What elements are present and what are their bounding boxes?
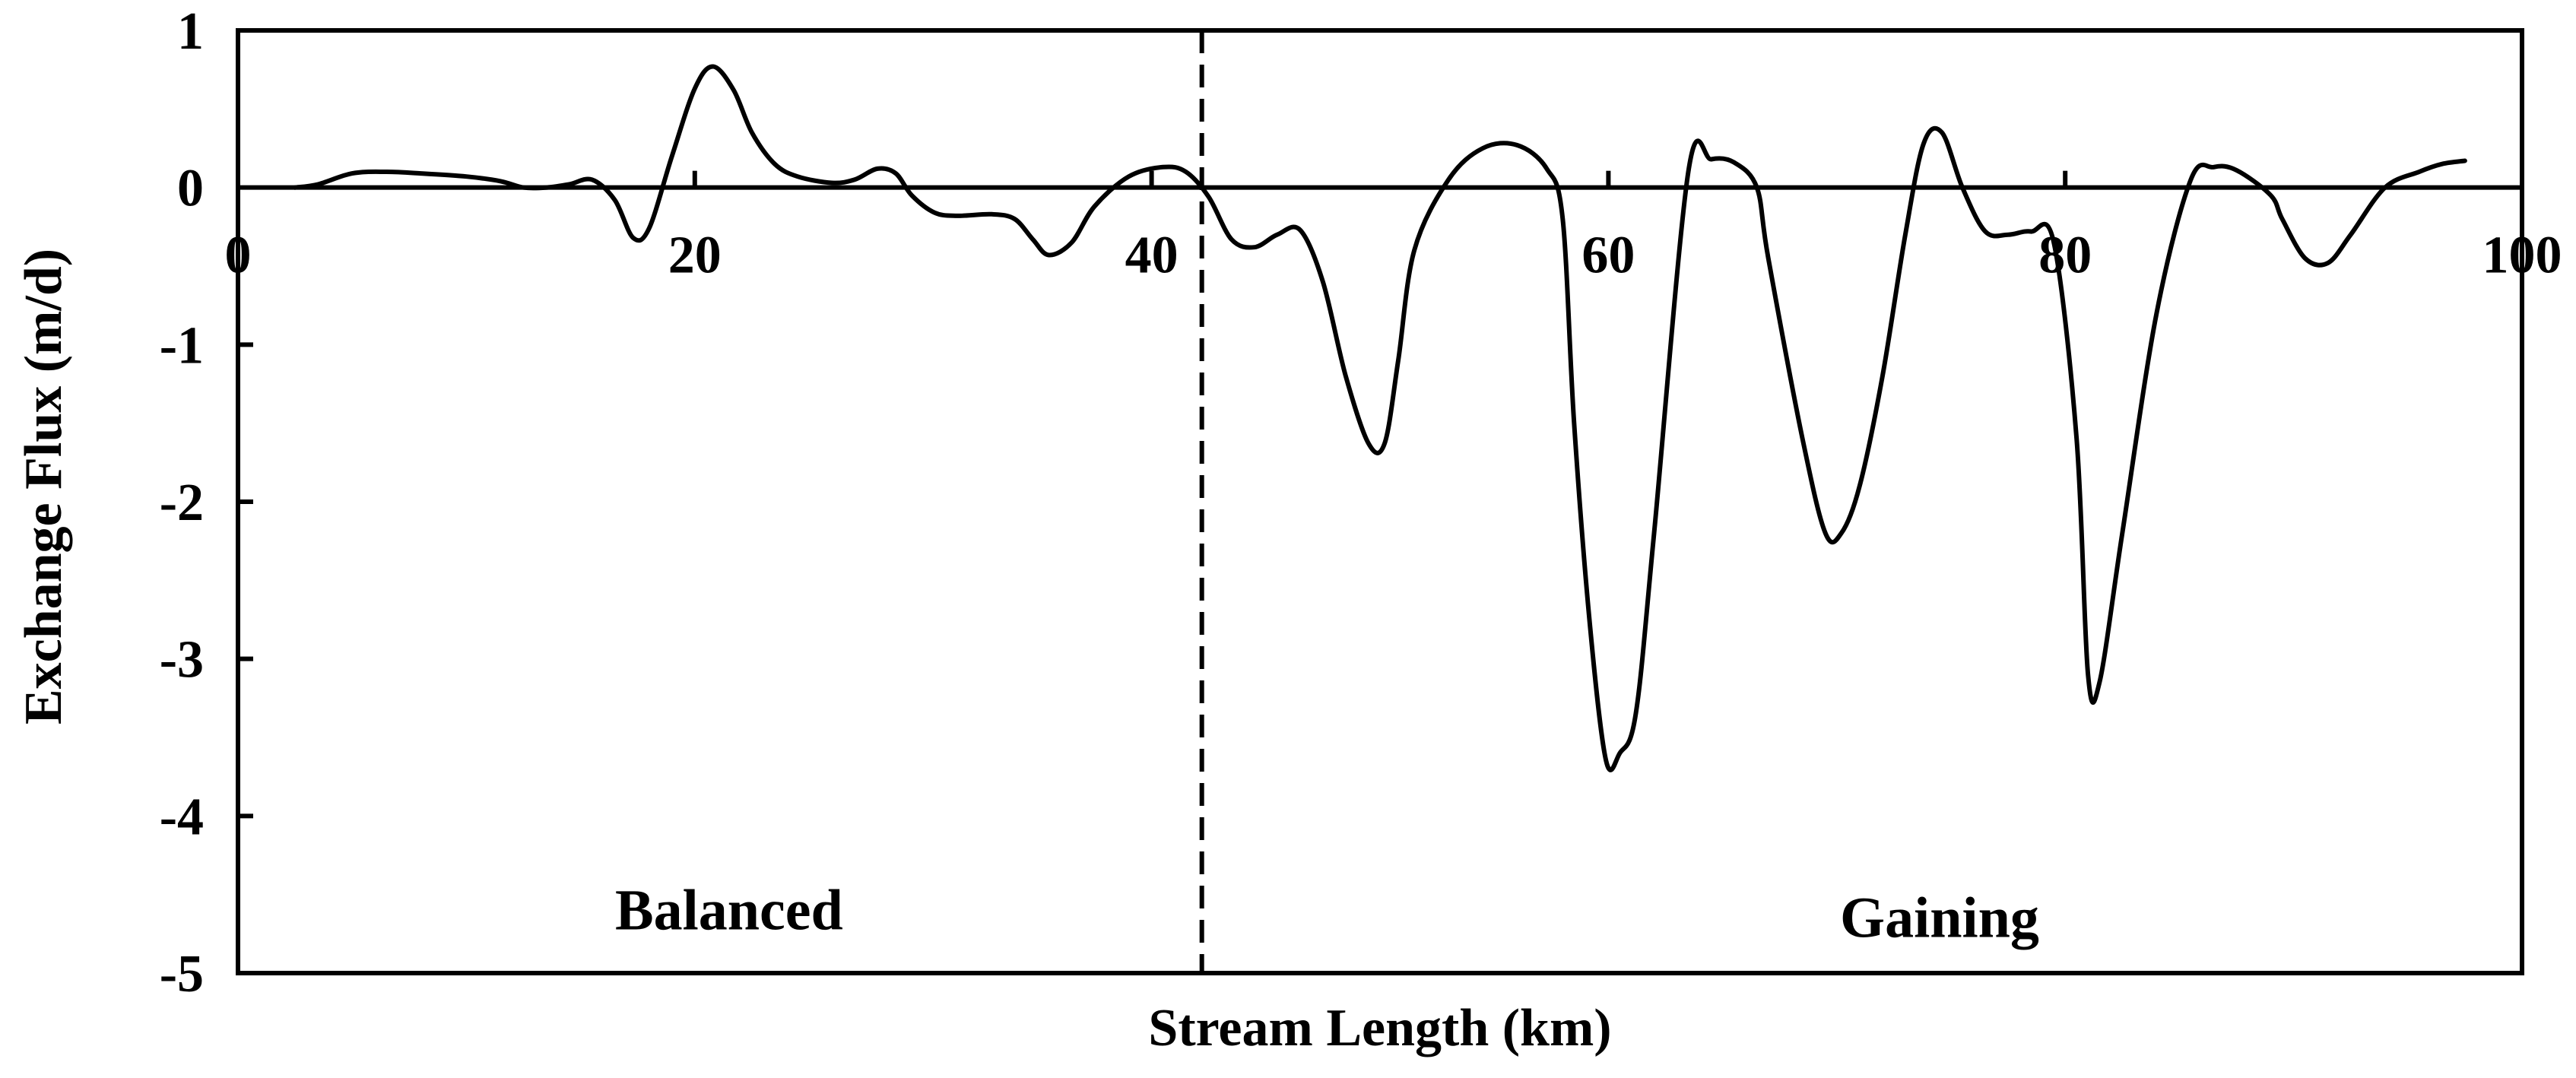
y-tick-label: 0	[177, 160, 204, 218]
y-tick-label: -3	[160, 631, 204, 690]
x-axis-label: Stream Length (km)	[1148, 999, 1611, 1057]
tick-labels: 0 20 40 60 80 100 1 0 -1 -2 -3 -4 -5	[160, 2, 2562, 1003]
region-label: Gaining	[1840, 886, 2039, 950]
y-tick-label: 1	[177, 2, 204, 61]
x-tick-label: 40	[1125, 227, 1179, 285]
x-tick-label: 60	[1581, 227, 1635, 285]
y-tick-label: -4	[160, 788, 204, 846]
plot-frame	[236, 28, 2524, 975]
y-tick-label: -2	[160, 474, 204, 532]
region-labels: Balanced Gaining	[615, 878, 2039, 950]
y-tick-label: -1	[160, 316, 204, 375]
y-axis-label: Exchange Flux (m/d)	[14, 249, 73, 724]
x-tick-label: 80	[2038, 227, 2092, 285]
x-tick-label: 0	[225, 227, 252, 285]
x-tick-label: 20	[668, 227, 722, 285]
axis-ticks	[238, 170, 2068, 819]
region-label: Balanced	[615, 878, 843, 942]
series-line	[293, 64, 2467, 772]
x-tick-label: 100	[2482, 227, 2562, 285]
y-tick-label: -5	[160, 945, 204, 1003]
